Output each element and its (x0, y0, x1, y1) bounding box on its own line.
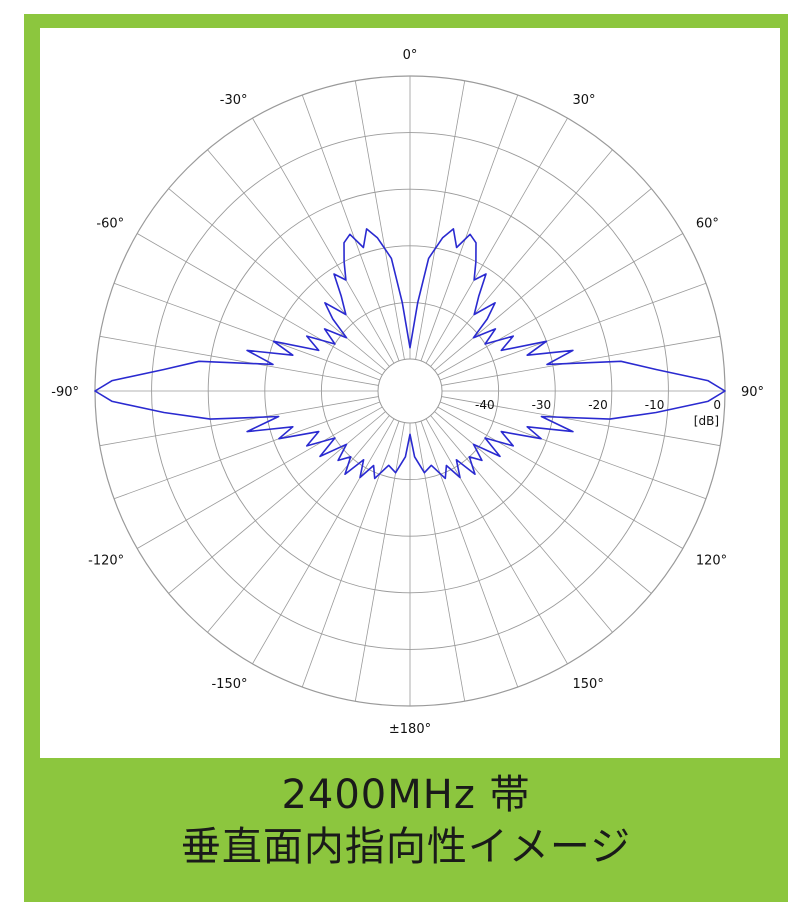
db-ring-labels: -40 -30 -20 -10 0 [dB] (475, 398, 721, 428)
angle-label: -120° (88, 554, 124, 569)
spoke (207, 415, 390, 633)
db-ring-label: -20 (588, 398, 608, 412)
spoke (301, 94, 400, 362)
spoke (420, 94, 519, 362)
caption-description: 垂直面内指向性イメージ (180, 824, 632, 870)
angle-label: 60° (696, 217, 719, 232)
spoke (439, 401, 707, 500)
chart-panel: 0° 30° 60° 90° 120° 150° ±180° -150° -120° -90° -6… (40, 28, 780, 758)
angle-label: -30° (220, 93, 248, 108)
spoke (441, 335, 721, 386)
spoke (437, 406, 683, 549)
pattern-series-0 (94, 228, 726, 480)
angle-label: -90° (51, 385, 79, 400)
spoke (113, 401, 381, 500)
angle-label: -60° (96, 217, 124, 232)
angle-label: 150° (573, 677, 604, 692)
spoke (99, 335, 379, 386)
polar-chart: 0° 30° 60° 90° 120° 150° ±180° -150° -120° -90° -6… (51, 48, 764, 737)
angle-label: -150° (211, 677, 247, 692)
db-ring-label: -40 (475, 398, 495, 412)
spoke (354, 422, 405, 702)
angle-label: 120° (696, 554, 727, 569)
spoke (207, 149, 390, 367)
ring-inner (377, 358, 443, 424)
db-unit-label: [dB] (694, 414, 719, 428)
spoke (168, 411, 386, 594)
db-ring-label: -10 (645, 398, 665, 412)
spoke (168, 188, 386, 371)
spoke (415, 422, 466, 702)
angle-label: 0° (403, 48, 418, 63)
spoke (252, 118, 395, 364)
db-ring-label: -30 (532, 398, 552, 412)
spoke (434, 188, 652, 371)
spoke (430, 415, 613, 633)
db-ring-label: 0 (713, 398, 721, 412)
caption-frequency: 2400MHz 帯 (281, 772, 531, 818)
angle-label: 30° (573, 93, 596, 108)
spoke (137, 406, 383, 549)
spoke (425, 418, 568, 664)
spoke (439, 282, 707, 381)
spoke (99, 396, 379, 447)
spoke (301, 420, 400, 688)
spoke (415, 80, 466, 360)
caption: 2400MHz 帯 垂直面内指向性イメージ (24, 770, 788, 874)
spoke (425, 118, 568, 364)
radiation-pattern (94, 228, 726, 480)
spoke (354, 80, 405, 360)
angle-labels: 0° 30° 60° 90° 120° 150° ±180° -150° -120° -90° -6… (51, 48, 764, 737)
spoke (430, 149, 613, 367)
spoke (434, 411, 652, 594)
spoke (437, 233, 683, 376)
spoke (441, 396, 721, 447)
spoke (137, 233, 383, 376)
polar-grid (94, 75, 726, 707)
spoke (252, 418, 395, 664)
spoke (420, 420, 519, 688)
spoke (113, 282, 381, 381)
angle-label: 90° (741, 385, 764, 400)
angle-label: ±180° (389, 722, 431, 737)
